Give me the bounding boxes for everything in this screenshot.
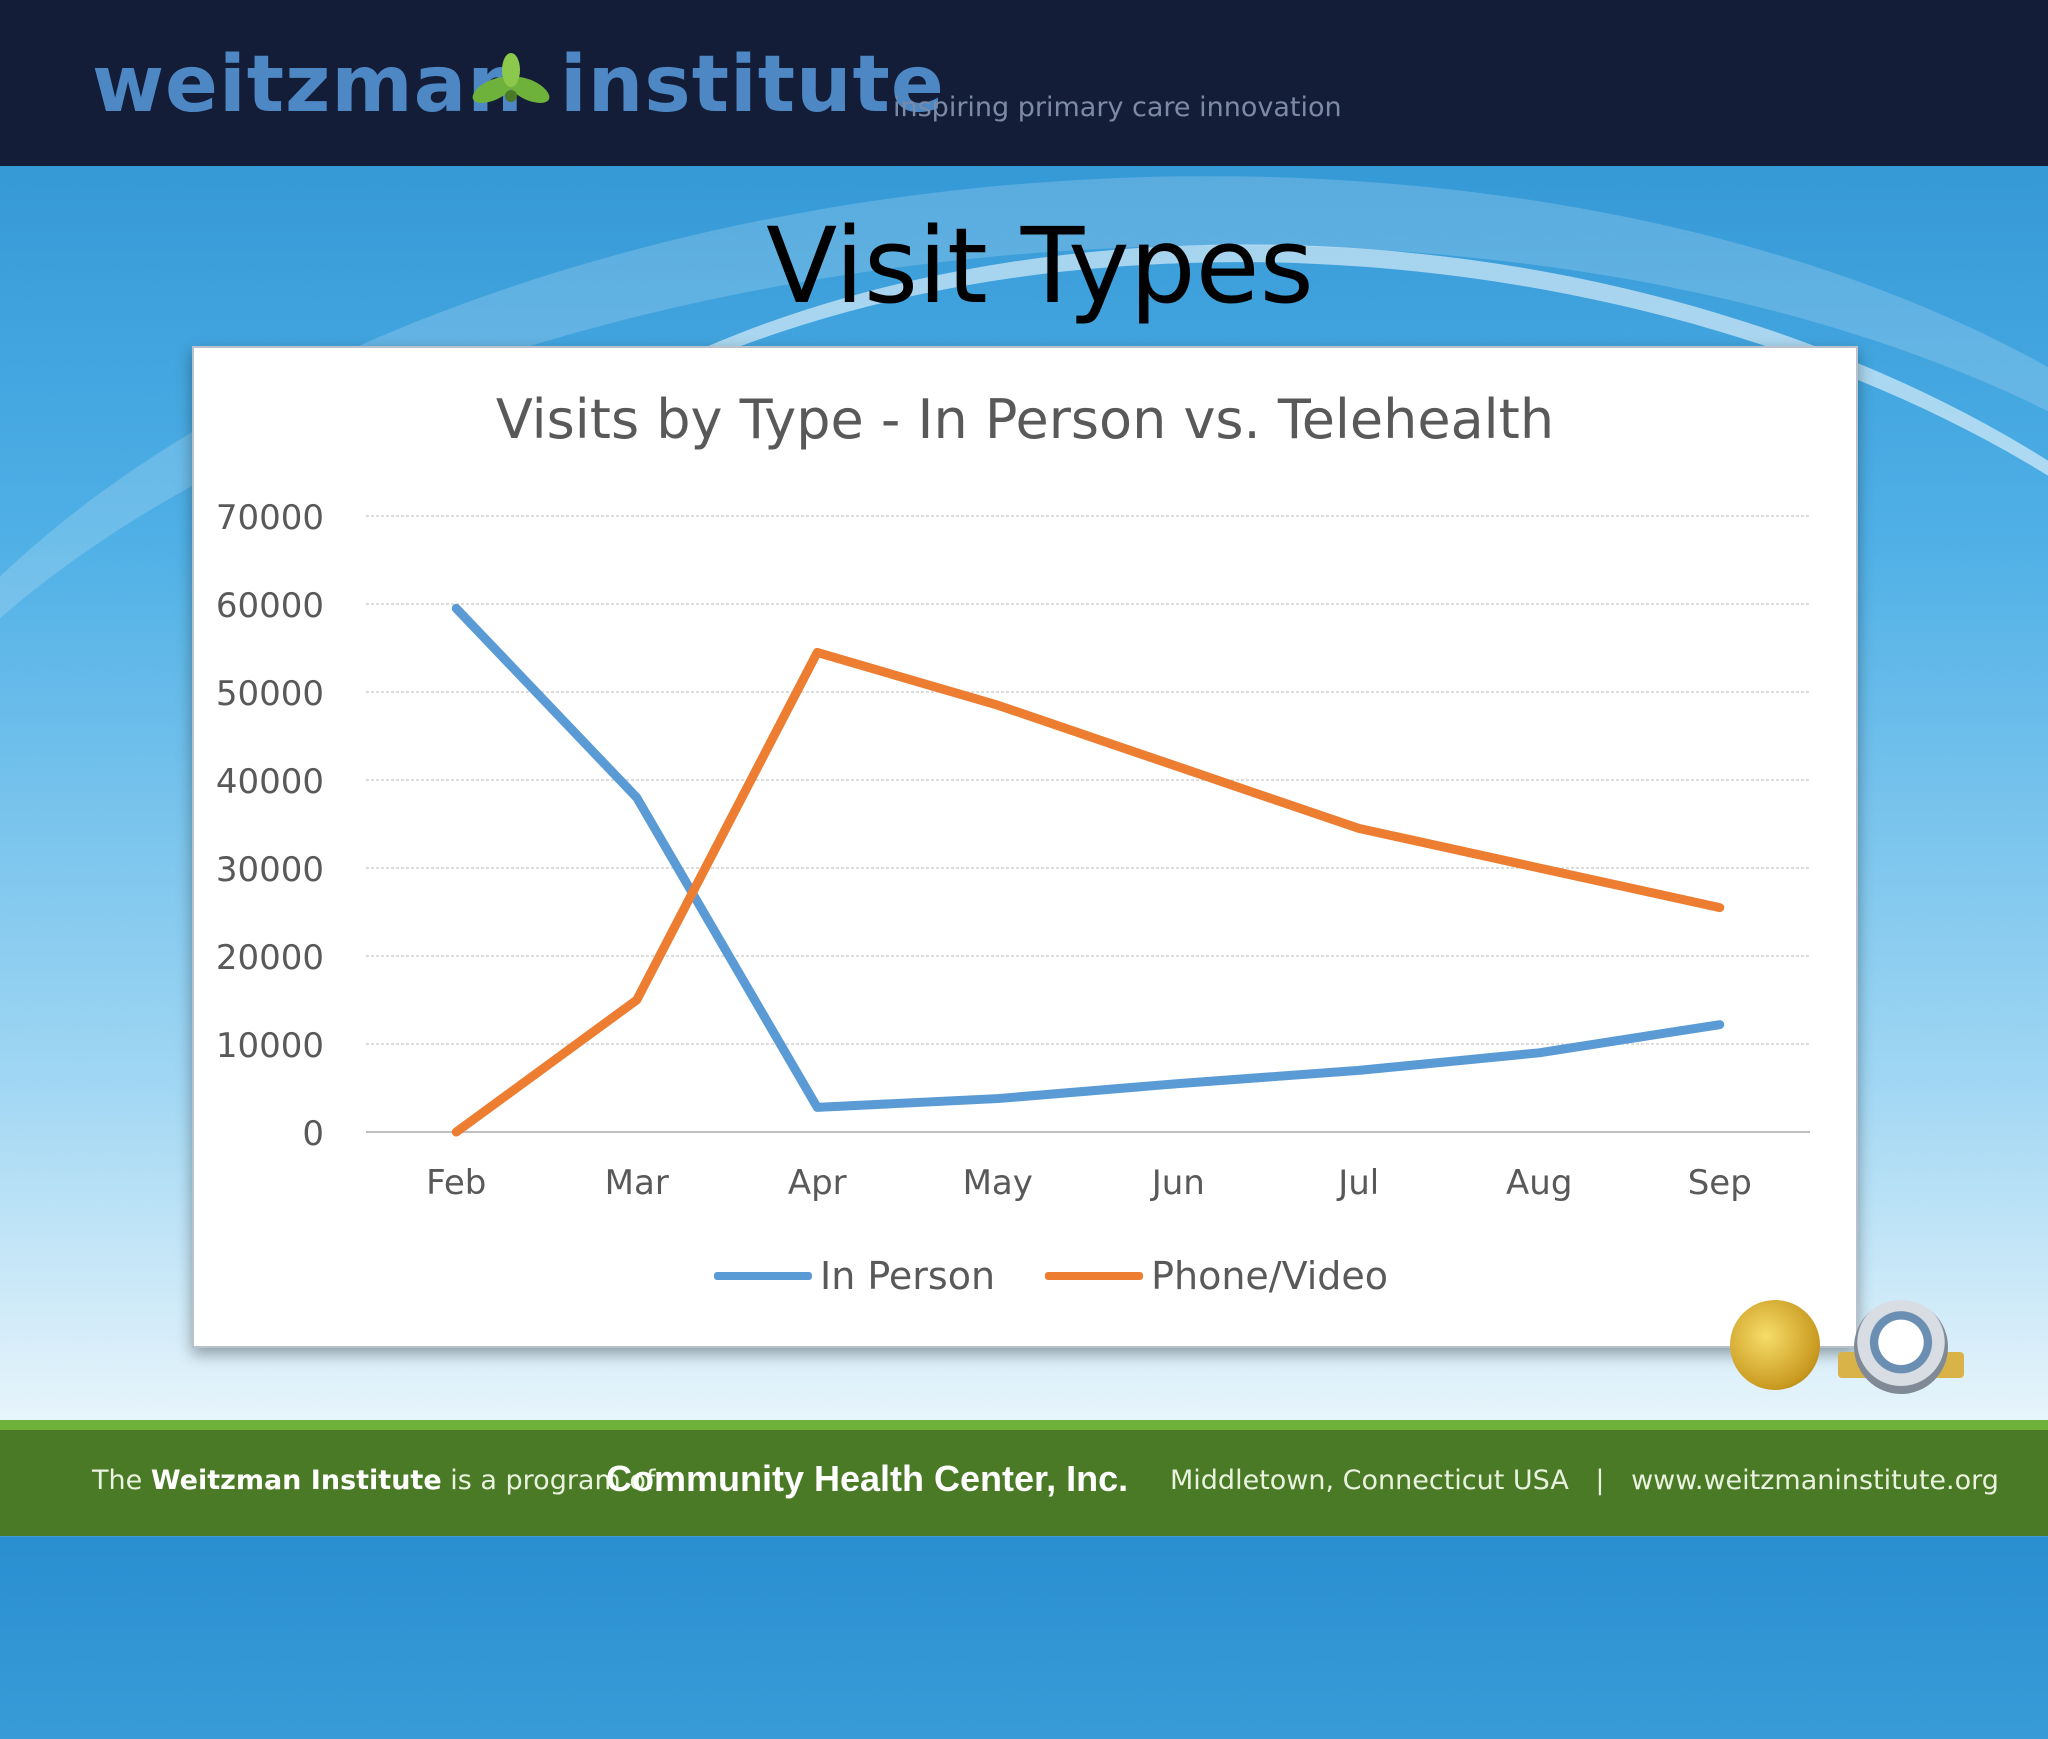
y-tick-label: 0	[302, 1114, 324, 1154]
tagline: inspiring primary care innovation	[893, 92, 1342, 123]
x-tick-label: Jul	[1336, 1163, 1379, 1203]
legend-item: Phone/Video	[1045, 1254, 1388, 1298]
legend-swatch	[714, 1272, 812, 1280]
footer-contact: Middletown, Connecticut USA | www.weitzm…	[1170, 1465, 1999, 1496]
data-point	[996, 704, 999, 707]
x-tick-label: Feb	[426, 1163, 486, 1203]
legend-swatch	[1045, 1272, 1144, 1280]
x-tick-label: May	[963, 1163, 1033, 1203]
y-tick-label: 70000	[216, 498, 324, 538]
data-point	[1538, 867, 1541, 869]
line-chart: 0 10000 20000 30000 40000 50000 60000 70000 Feb M…	[216, 498, 1810, 1203]
y-tick-label: 50000	[216, 674, 324, 714]
legend-label: In Person	[820, 1254, 996, 1298]
footer-suffix: is a program of	[450, 1465, 656, 1496]
logo-word-weitzman: weitzman	[92, 40, 524, 130]
footer-prefix: The	[92, 1465, 143, 1496]
data-point	[1718, 906, 1721, 909]
data-point	[1538, 1051, 1541, 1054]
data-point	[816, 651, 819, 654]
footer-org-name: Weitzman Institute	[150, 1465, 442, 1496]
data-point	[455, 607, 458, 610]
chart-title: Visits by Type - In Person vs. Telehealt…	[495, 388, 1555, 451]
data-point	[1177, 1082, 1180, 1085]
data-point	[635, 999, 638, 1001]
chart-card: Visits by Type - In Person vs. Telehealt…	[192, 346, 1858, 1348]
x-tick-label: Apr	[788, 1163, 847, 1203]
data-point	[635, 796, 638, 799]
header-bar: weitzman institute inspiring primary car…	[0, 0, 2048, 166]
footer-website[interactable]: www.weitzmaninstitute.org	[1631, 1465, 1999, 1496]
x-tick-label: Mar	[605, 1163, 669, 1203]
x-tick-label: Jun	[1150, 1163, 1205, 1203]
footer-bar	[0, 1420, 2048, 1536]
y-tick-label: 60000	[216, 586, 324, 626]
data-point	[1718, 1023, 1721, 1026]
legend-item: In Person	[714, 1254, 995, 1298]
slide-title: Visit Types	[766, 205, 1314, 327]
footer-location: Middletown, Connecticut USA	[1170, 1465, 1569, 1496]
data-point	[1177, 765, 1180, 768]
chart-legend: In Person Phone/Video	[714, 1246, 1438, 1306]
y-tick-label: 30000	[216, 850, 324, 890]
logo-word-institute: institute	[560, 40, 945, 130]
footer-separator: |	[1595, 1465, 1605, 1496]
data-point	[1357, 827, 1360, 830]
data-point	[1357, 1069, 1360, 1072]
x-tick-label: Sep	[1688, 1163, 1752, 1203]
series-line-phone-video	[451, 647, 1725, 1137]
y-tick-label: 40000	[216, 762, 324, 802]
x-tick-label: Aug	[1506, 1163, 1572, 1203]
y-tick-label: 10000	[216, 1026, 324, 1066]
ncqa-seal-icon	[1854, 1300, 1948, 1394]
data-point	[816, 1106, 819, 1109]
gold-seal-icon	[1730, 1300, 1820, 1390]
data-point	[455, 1131, 458, 1133]
footer-program-text: The Weitzman Institute is a program of	[92, 1465, 655, 1496]
series-line-in-person	[451, 603, 1725, 1112]
data-point	[996, 1097, 999, 1100]
footer-parent-org: Community Health Center, Inc.	[606, 1458, 1129, 1499]
legend-label: Phone/Video	[1151, 1254, 1389, 1298]
y-tick-label: 20000	[216, 938, 324, 978]
leaf-logo-icon	[472, 53, 550, 103]
